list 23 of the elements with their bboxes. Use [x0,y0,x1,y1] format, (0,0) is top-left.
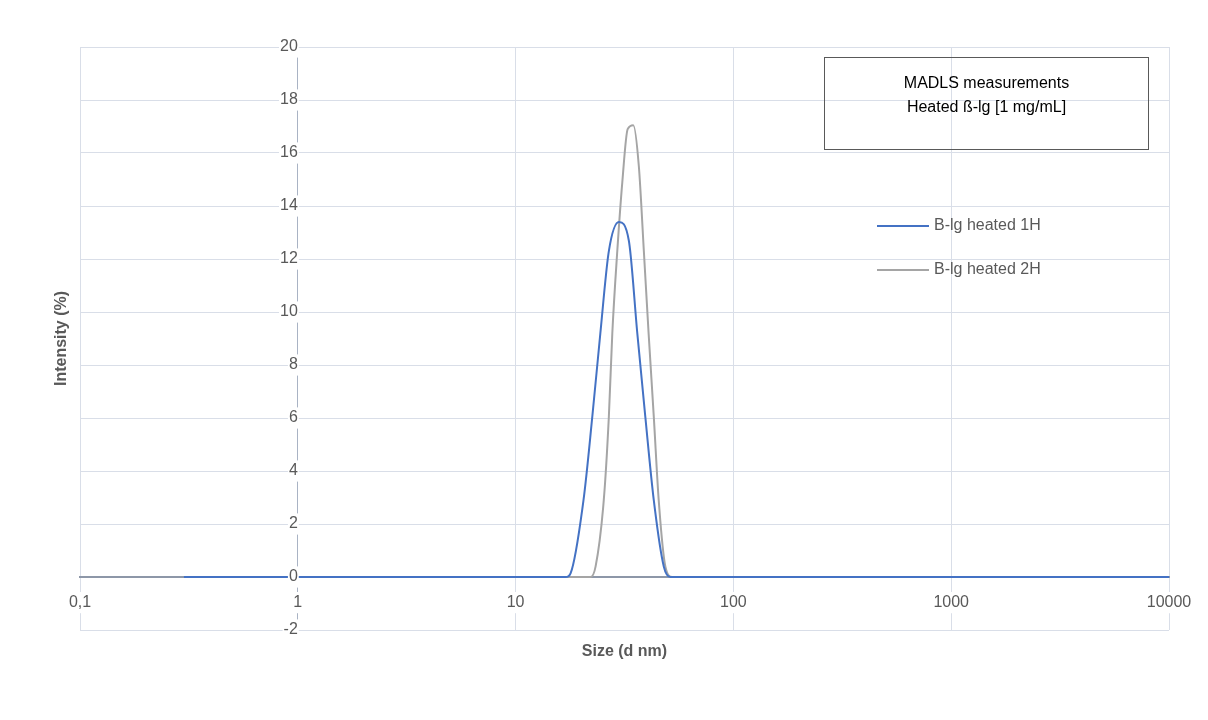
y-tick-label: 16 [280,143,298,161]
y-tick-label: 4 [288,461,298,479]
y-tick-label: 10 [280,302,298,320]
legend-label: B-lg heated 1H [934,216,1041,234]
y-axis-title: Intensity (%) [52,290,70,387]
y-tick-label: 18 [280,90,298,108]
y-tick-label: 2 [288,514,298,532]
y-tick-label: 20 [280,37,298,55]
y-tick-label: 14 [280,196,298,214]
x-tick-label: 10000 [1146,593,1192,611]
y-tick-label: 8 [288,355,298,373]
x-tick-label: 100 [720,593,747,611]
x-tick-label: 1 [293,593,303,611]
y-tick-label: -2 [283,620,298,638]
annotation: MADLS measurements Heated ß-lg [1 mg/mL] [824,57,1149,150]
x-tick-label: 1000 [933,593,970,611]
x-tick-label: 0,1 [68,593,92,611]
y-tick-label: 6 [288,408,298,426]
x-tick-label: 10 [506,593,525,611]
y-tick-label: 12 [280,249,298,267]
legend-label: B-lg heated 2H [934,260,1041,278]
y-tick-label: 0 [288,567,298,585]
x-axis-title: Size (d nm) [581,642,668,660]
